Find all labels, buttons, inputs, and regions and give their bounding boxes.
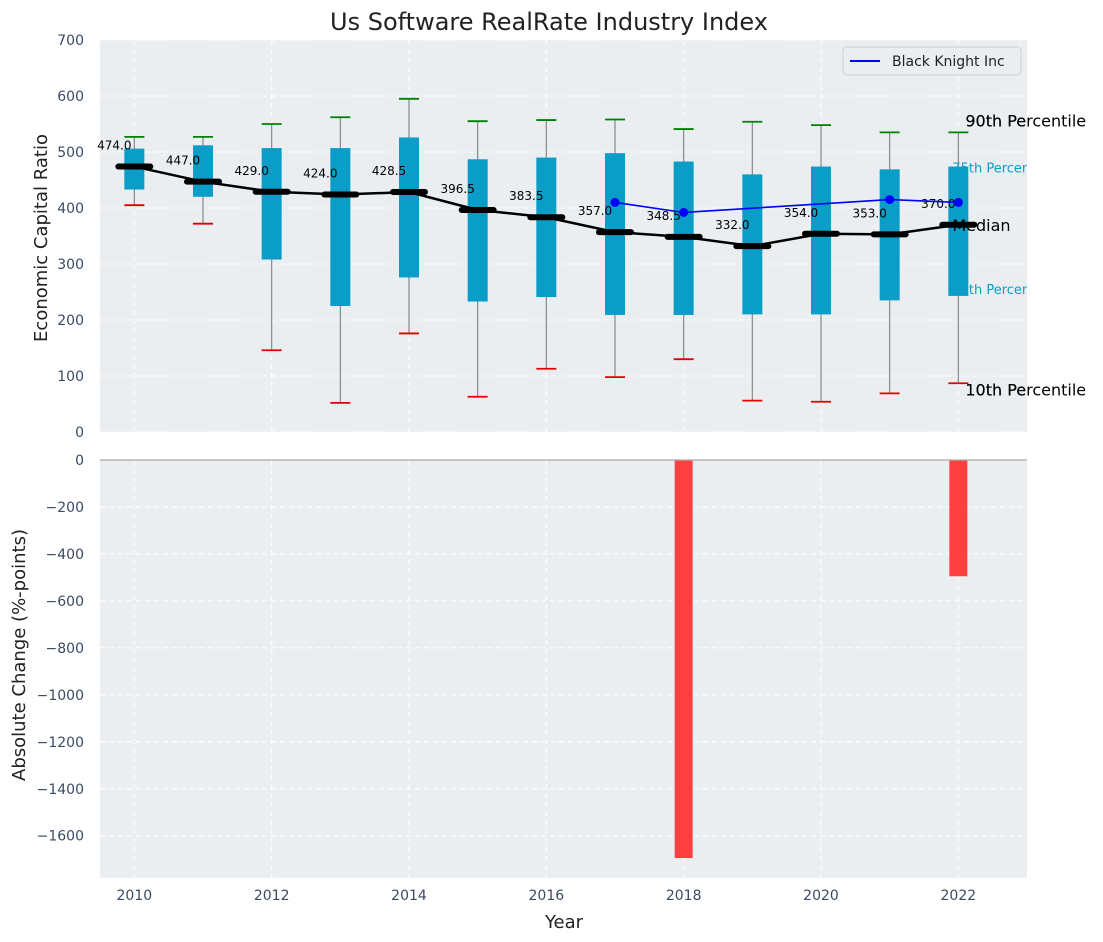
- iqr-box: [811, 166, 831, 315]
- median-value-label: 383.5: [509, 189, 543, 203]
- x-tick-label: 2010: [117, 888, 153, 904]
- top-y-tick-label: 500: [57, 145, 84, 161]
- p25-annotation: 25th Percentile: [952, 283, 1050, 298]
- top-y-tick-label: 700: [57, 33, 84, 49]
- company-line: [614, 198, 959, 214]
- bottom-y-tick-label: 0: [75, 453, 84, 469]
- x-tick-label: 2014: [391, 888, 427, 904]
- bottom-y-tick-label: −1600: [37, 829, 84, 845]
- top-y-tick-label: 600: [57, 89, 84, 105]
- top-y-tick-label: 400: [57, 201, 84, 217]
- median-value-label: 353.0: [852, 206, 886, 220]
- right-margin-mask: [1027, 0, 1103, 942]
- median-value-label: 429.0: [234, 164, 268, 178]
- iqr-box: [467, 159, 488, 302]
- p10-annotation-overflow: 10th Percentile: [965, 380, 1086, 399]
- bottom-y-tick-label: −600: [46, 594, 84, 610]
- median-value-label: 424.0: [303, 167, 337, 181]
- iqr-box: [948, 166, 969, 296]
- median-value-label: 447.0: [166, 154, 200, 168]
- x-tick-label: 2020: [803, 888, 839, 904]
- company-point: [679, 207, 689, 217]
- p90-annotation-overflow: 90th Percentile: [965, 111, 1086, 130]
- median-value-label: 428.5: [372, 164, 406, 178]
- top-y-tick-label: 0: [75, 425, 84, 441]
- iqr-box: [536, 157, 557, 298]
- x-tick-label: 2018: [666, 888, 702, 904]
- x-tick-label: 2022: [941, 888, 977, 904]
- company-point: [610, 197, 620, 207]
- x-tick-label: 2016: [529, 888, 565, 904]
- median-annotation: Median: [952, 216, 1010, 235]
- iqr-box: [261, 148, 282, 260]
- bottom-y-tick-label: −800: [46, 641, 84, 657]
- company-point: [953, 197, 963, 207]
- change-bar: [674, 460, 693, 859]
- median-value-label: 354.0: [784, 206, 818, 220]
- top-y-tick-label: 300: [57, 257, 84, 273]
- chart-title: Us Software RealRate Industry Index: [330, 8, 768, 36]
- company-point: [885, 195, 895, 205]
- top-y-tick-label: 200: [57, 313, 84, 329]
- median-value-label: 370.0: [921, 197, 955, 211]
- median-value-label: 474.0: [97, 139, 131, 153]
- legend-box: [842, 46, 1022, 76]
- bottom-y-tick-label: −400: [46, 547, 84, 563]
- iqr-box: [399, 137, 419, 278]
- change-bar: [949, 460, 968, 577]
- p75-annotation: 75th Percentile: [952, 162, 1050, 177]
- bottom-y-tick-label: −1000: [37, 688, 84, 704]
- x-tick-label: 2012: [254, 888, 290, 904]
- top-y-tick-label: 100: [57, 369, 84, 385]
- legend-label: Black Knight Inc: [892, 54, 1005, 70]
- iqr-box: [330, 148, 351, 306]
- median-value-label: 396.5: [440, 182, 474, 196]
- bottom-plot-background: [100, 460, 1027, 878]
- median-value-label: 332.0: [715, 218, 749, 232]
- x-axis-title: Year: [544, 912, 584, 933]
- bottom-y-tick-label: −200: [46, 500, 84, 516]
- bottom-y-tick-label: −1200: [37, 735, 84, 751]
- median-value-label: 357.0: [578, 204, 612, 218]
- median-value-label: 348.5: [646, 209, 680, 223]
- bottom-y-tick-label: −1400: [37, 782, 84, 798]
- bottom-y-axis-title: Absolute Change (%-points): [9, 529, 30, 781]
- top-y-axis-title: Economic Capital Ratio: [31, 134, 52, 342]
